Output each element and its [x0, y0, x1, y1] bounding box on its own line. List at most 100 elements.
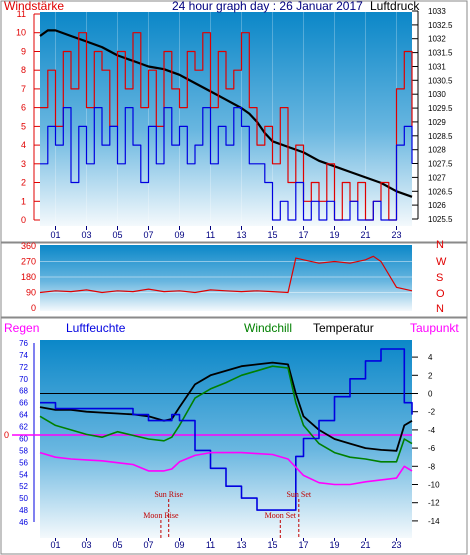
pressure-tick-label: 1028.5	[428, 132, 453, 141]
pressure-tick-label: 1025.5	[428, 215, 453, 224]
wind-tick-label: 10	[16, 28, 26, 38]
panel1-x-ticks: 01 03 05 07 09 11 13 15 17 19 21 23	[50, 226, 402, 240]
wind-tick-label: 2	[21, 178, 26, 188]
humidity-tick-label: 56	[19, 458, 28, 467]
humidity-tick-label: 74	[19, 351, 28, 360]
wind-axis-title: Windstärke	[4, 0, 64, 13]
legend-regen: Regen	[4, 321, 39, 335]
x-tick-label: 09	[174, 230, 184, 240]
annotation-label: Sun Set	[286, 490, 311, 499]
wind-tick-label: 0	[21, 215, 26, 225]
humidity-axis-ticks: 76 74 72 70 68 66 64 62 60 58 56 54 52 50 48 46	[19, 339, 35, 527]
humidity-tick-label: 54	[19, 470, 28, 479]
panel-temperature-humidity: Regen Luftfeuchte Windchill Temperatur T…	[0, 317, 468, 555]
x-tick-label: 07	[143, 230, 153, 240]
humidity-tick-label: 66	[19, 399, 28, 408]
temperature-tick-label: -6	[428, 444, 436, 453]
x-tick-label: 23	[391, 230, 401, 240]
x-tick-label: 19	[329, 230, 339, 240]
x-tick-label: 03	[81, 230, 91, 240]
x-tick-label: 05	[112, 540, 122, 550]
direction-tick-label: 270	[21, 257, 36, 267]
panel3-series	[39, 348, 413, 511]
legend-taupunkt: Taupunkt	[410, 321, 459, 335]
temperature-tick-label: 4	[428, 353, 433, 362]
pressure-tick-label: 1033	[428, 7, 446, 16]
wind-tick-label: 6	[21, 103, 26, 113]
series-blue-line	[40, 107, 413, 221]
legend-windchill: Windchill	[244, 321, 292, 335]
temperature-tick-label: -4	[428, 426, 436, 435]
x-tick-label: 01	[50, 230, 60, 240]
pressure-tick-label: 1030	[428, 90, 446, 99]
pressure-tick-label: 1028	[428, 146, 446, 155]
wind-tick-label: 9	[21, 47, 26, 57]
pressure-tick-label: 1032	[428, 35, 446, 44]
pressure-axis-title: Luftdruck	[370, 0, 420, 13]
direction-axis-ticks: 360 270 180 90 0	[21, 241, 36, 313]
pressure-tick-label: 1029.5	[428, 104, 453, 113]
x-tick-label: 17	[298, 230, 308, 240]
temperature-tick-label: -10	[428, 481, 440, 490]
x-tick-label: 07	[143, 540, 153, 550]
annotation-label: Sun Rise	[154, 490, 183, 499]
humidity-tick-label: 58	[19, 446, 28, 455]
humidity-tick-label: 50	[19, 494, 28, 503]
x-tick-label: 21	[360, 230, 370, 240]
series-green-line	[39, 365, 413, 463]
compass-label: S	[436, 272, 443, 284]
x-tick-label: 17	[298, 540, 308, 550]
pressure-tick-label: 1031.5	[428, 49, 453, 58]
panel2-plot-area	[40, 245, 412, 311]
sun-moon-annotations: Sun Rise Sun Set Moon Rise Moon Set	[143, 490, 312, 538]
pressure-tick-label: 1026.5	[428, 187, 453, 196]
series-direction-line	[39, 255, 413, 294]
temperature-axis-ticks: 4 2 0 -2 -4 -6 -8 -10 -12 -14	[412, 353, 440, 526]
compass-label: W	[436, 256, 447, 268]
x-tick-label: 13	[236, 230, 246, 240]
panel1-series	[39, 29, 413, 221]
pressure-tick-label: 1030.5	[428, 76, 453, 85]
direction-tick-label: 0	[31, 303, 36, 313]
temperature-tick-label: -8	[428, 462, 436, 471]
pressure-tick-label: 1031	[428, 63, 446, 72]
panel-wind-pressure: Windstärke 24 hour graph day : 26 Januar…	[0, 0, 468, 243]
panel3-plot-area	[40, 340, 412, 538]
pressure-tick-label: 1027	[428, 173, 446, 182]
wind-tick-label: 11	[17, 9, 26, 19]
temperature-tick-label: -14	[428, 517, 440, 526]
temperature-tick-label: 0	[428, 390, 433, 399]
temperature-tick-label: -2	[428, 408, 436, 417]
direction-tick-label: 360	[21, 241, 36, 251]
legend-temperatur: Temperatur	[313, 321, 374, 335]
wind-tick-label: 8	[21, 65, 26, 75]
x-tick-label: 15	[267, 230, 277, 240]
chart-title: 24 hour graph day : 26 Januar 2017	[172, 0, 363, 13]
series-magenta-line	[39, 451, 413, 486]
series-black-line	[39, 361, 413, 452]
series-blue-line	[40, 348, 413, 511]
panel3-x-ticks: 01 03 05 07 09 11 13 15 17 19 21 23	[50, 538, 402, 550]
pressure-tick-label: 1026	[428, 201, 446, 210]
x-tick-label: 15	[267, 540, 277, 550]
humidity-tick-label: 70	[19, 375, 28, 384]
pressure-tick-label: 1029	[428, 118, 446, 127]
temperature-tick-label: -12	[428, 499, 440, 508]
x-tick-label: 19	[329, 540, 339, 550]
wind-tick-label: 7	[21, 84, 26, 94]
wind-tick-label: 4	[21, 140, 26, 150]
direction-tick-label: 90	[26, 288, 36, 298]
x-tick-label: 13	[236, 540, 246, 550]
panel2-series	[39, 255, 413, 294]
x-tick-label: 03	[81, 540, 91, 550]
x-tick-label: 09	[174, 540, 184, 550]
humidity-tick-label: 48	[19, 506, 28, 515]
direction-tick-label: 180	[21, 272, 36, 282]
wind-tick-label: 5	[21, 121, 26, 131]
temperature-tick-label: 2	[428, 371, 433, 380]
x-tick-label: 05	[112, 230, 122, 240]
x-tick-label: 23	[391, 540, 401, 550]
